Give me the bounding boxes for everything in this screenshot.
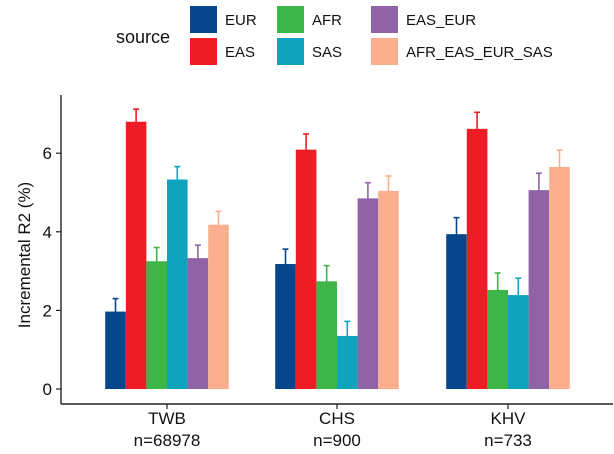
bar-twb-eas_eur xyxy=(187,258,209,389)
bar-twb-afr xyxy=(146,261,167,389)
x-tick-label: TWB xyxy=(148,409,186,428)
bar-chs-eur xyxy=(275,264,296,389)
bar-twb-eas xyxy=(125,121,147,389)
bar-khv-eas_eur xyxy=(528,190,550,389)
legend-label: EAS_EUR xyxy=(406,12,476,29)
bar-chs-afr xyxy=(316,281,337,389)
bar-twb-afr_eas_eur_sas xyxy=(208,224,229,389)
legend-label: AFR_EAS_EUR_SAS xyxy=(406,44,553,61)
legend-label: EUR xyxy=(225,12,257,29)
x-tick-label: KHV xyxy=(491,409,527,428)
bar-chs-eas_eur xyxy=(357,198,379,389)
bar-chs-afr_eas_eur_sas xyxy=(378,190,399,389)
legend-key-afr_eas_eur_sas xyxy=(371,38,398,65)
legend-label: SAS xyxy=(312,44,342,61)
x-tick-sublabel: n=900 xyxy=(313,431,361,450)
bars xyxy=(105,121,570,390)
bar-twb-sas xyxy=(167,179,188,389)
bar-khv-afr xyxy=(487,289,508,389)
y-axis-title: Incremental R2 (%) xyxy=(15,182,34,328)
bar-twb-eur xyxy=(105,311,126,389)
bar-chs-sas xyxy=(337,335,358,389)
y-tick-label: 6 xyxy=(43,144,52,163)
x-tick-label: CHS xyxy=(319,409,355,428)
bar-khv-afr_eas_eur_sas xyxy=(549,166,570,389)
legend-key-afr xyxy=(277,6,304,33)
bar-chs-eas xyxy=(295,149,317,389)
legend-key-eas xyxy=(190,38,217,65)
legend-key-eas_eur xyxy=(371,6,398,33)
legend-title: source xyxy=(116,27,170,47)
legend-label: EAS xyxy=(225,44,255,61)
y-tick-label: 2 xyxy=(43,301,52,320)
y-tick-label: 0 xyxy=(43,380,52,399)
x-tick-sublabel: n=68978 xyxy=(134,431,201,450)
y-tick-label: 4 xyxy=(43,223,52,242)
legend: source EUR AFR EAS_EUR EAS SAS AFR_EAS_EUR_SA… xyxy=(116,6,553,65)
legend-key-sas xyxy=(277,38,304,65)
bar-khv-sas xyxy=(508,295,529,389)
y-axis: 0 2 4 6 xyxy=(43,95,62,404)
legend-key-eur xyxy=(190,6,217,33)
x-axis: TWB n=68978 CHS n=900 KHV n=733 xyxy=(61,403,613,450)
bar-khv-eas xyxy=(466,128,488,390)
error-bars xyxy=(112,108,563,351)
bar-khv-eur xyxy=(446,234,467,389)
legend-label: AFR xyxy=(312,12,342,29)
x-tick-sublabel: n=733 xyxy=(484,431,532,450)
